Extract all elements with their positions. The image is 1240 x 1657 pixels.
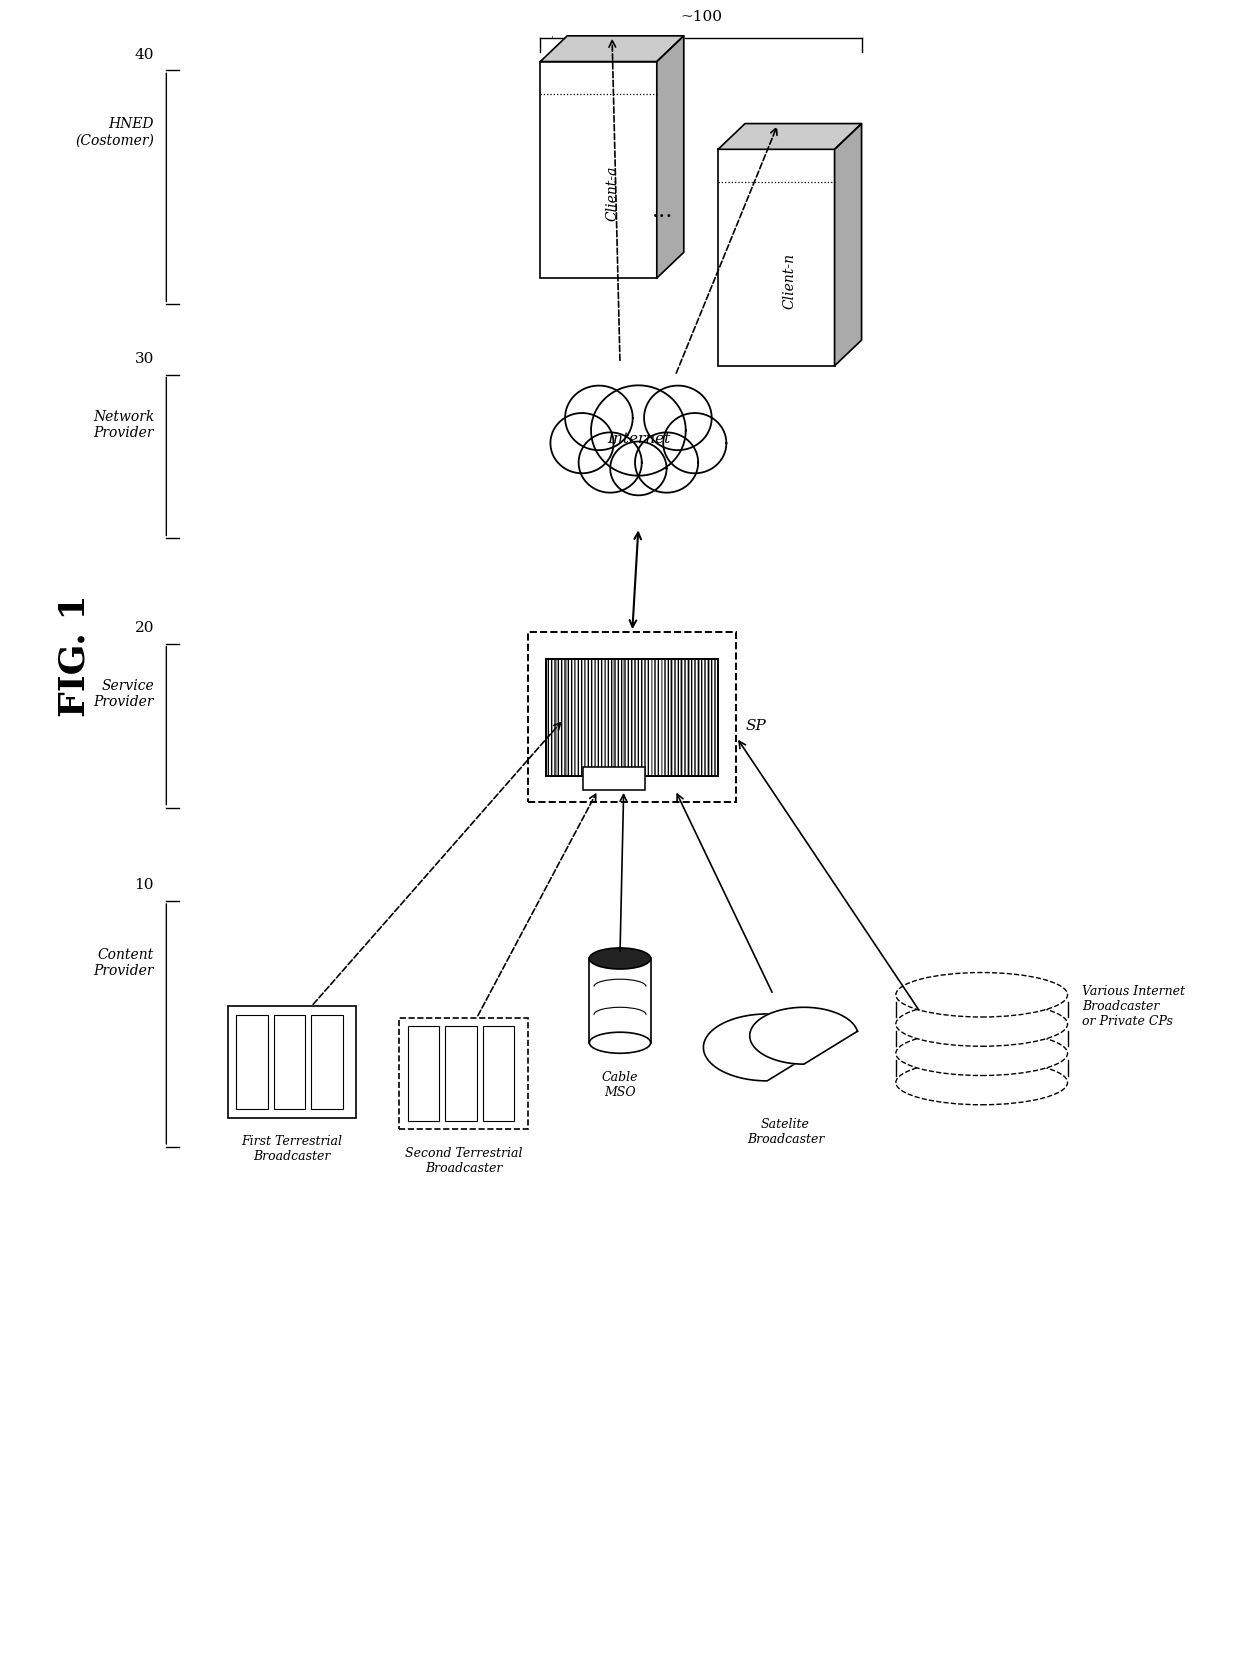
Text: FIG. 1: FIG. 1 [57,595,92,717]
Bar [228,1006,356,1117]
Bar [541,61,657,278]
Bar [237,1014,268,1110]
Text: First Terrestrial
Broadcaster: First Terrestrial Broadcaster [242,1135,342,1163]
Text: 20: 20 [135,621,154,635]
Bar [718,149,835,366]
Polygon shape [541,36,683,61]
Ellipse shape [589,1032,651,1054]
Text: Cable
MSO: Cable MSO [601,1070,639,1099]
Bar [547,659,718,775]
Text: Service
Provider: Service Provider [93,679,154,709]
Circle shape [635,432,698,492]
Circle shape [663,413,727,474]
Circle shape [610,441,667,495]
Bar [583,767,645,790]
Text: ~100: ~100 [680,10,722,23]
Circle shape [644,386,712,451]
Text: ...: ... [652,200,673,222]
Ellipse shape [895,1031,1068,1075]
Text: 30: 30 [135,351,154,366]
Bar [408,1026,439,1122]
Text: Client-n: Client-n [782,254,797,308]
Text: 40: 40 [135,48,154,61]
Text: 10: 10 [135,878,154,893]
Bar [274,1014,305,1110]
Ellipse shape [895,1002,1068,1046]
Text: Internet: Internet [606,432,670,446]
Text: Client-a: Client-a [605,166,619,220]
Circle shape [551,413,614,474]
Bar [311,1014,342,1110]
Polygon shape [718,124,862,149]
Text: Content
Provider: Content Provider [93,948,154,978]
Ellipse shape [895,1060,1068,1105]
Bar [589,958,651,1042]
Bar [547,659,718,775]
Text: SP: SP [745,719,766,732]
Circle shape [579,432,642,492]
Bar [482,1026,515,1122]
Polygon shape [657,36,683,278]
Circle shape [565,386,632,451]
Text: HNED
(Costomer): HNED (Costomer) [76,118,154,147]
Text: Network
Provider: Network Provider [93,409,154,439]
Bar [445,1026,477,1122]
Polygon shape [750,1007,857,1064]
Text: Various Internet
Broadcaster
or Private CPs: Various Internet Broadcaster or Private … [1083,984,1185,1027]
Bar [399,1017,528,1130]
Polygon shape [835,124,862,366]
Ellipse shape [589,948,651,969]
Text: Satelite
Broadcaster: Satelite Broadcaster [746,1117,825,1145]
Ellipse shape [895,973,1068,1017]
Bar [528,631,737,802]
Circle shape [591,386,686,476]
Circle shape [531,336,745,542]
Text: Second Terrestrial
Broadcaster: Second Terrestrial Broadcaster [405,1147,522,1175]
Polygon shape [703,1014,830,1080]
